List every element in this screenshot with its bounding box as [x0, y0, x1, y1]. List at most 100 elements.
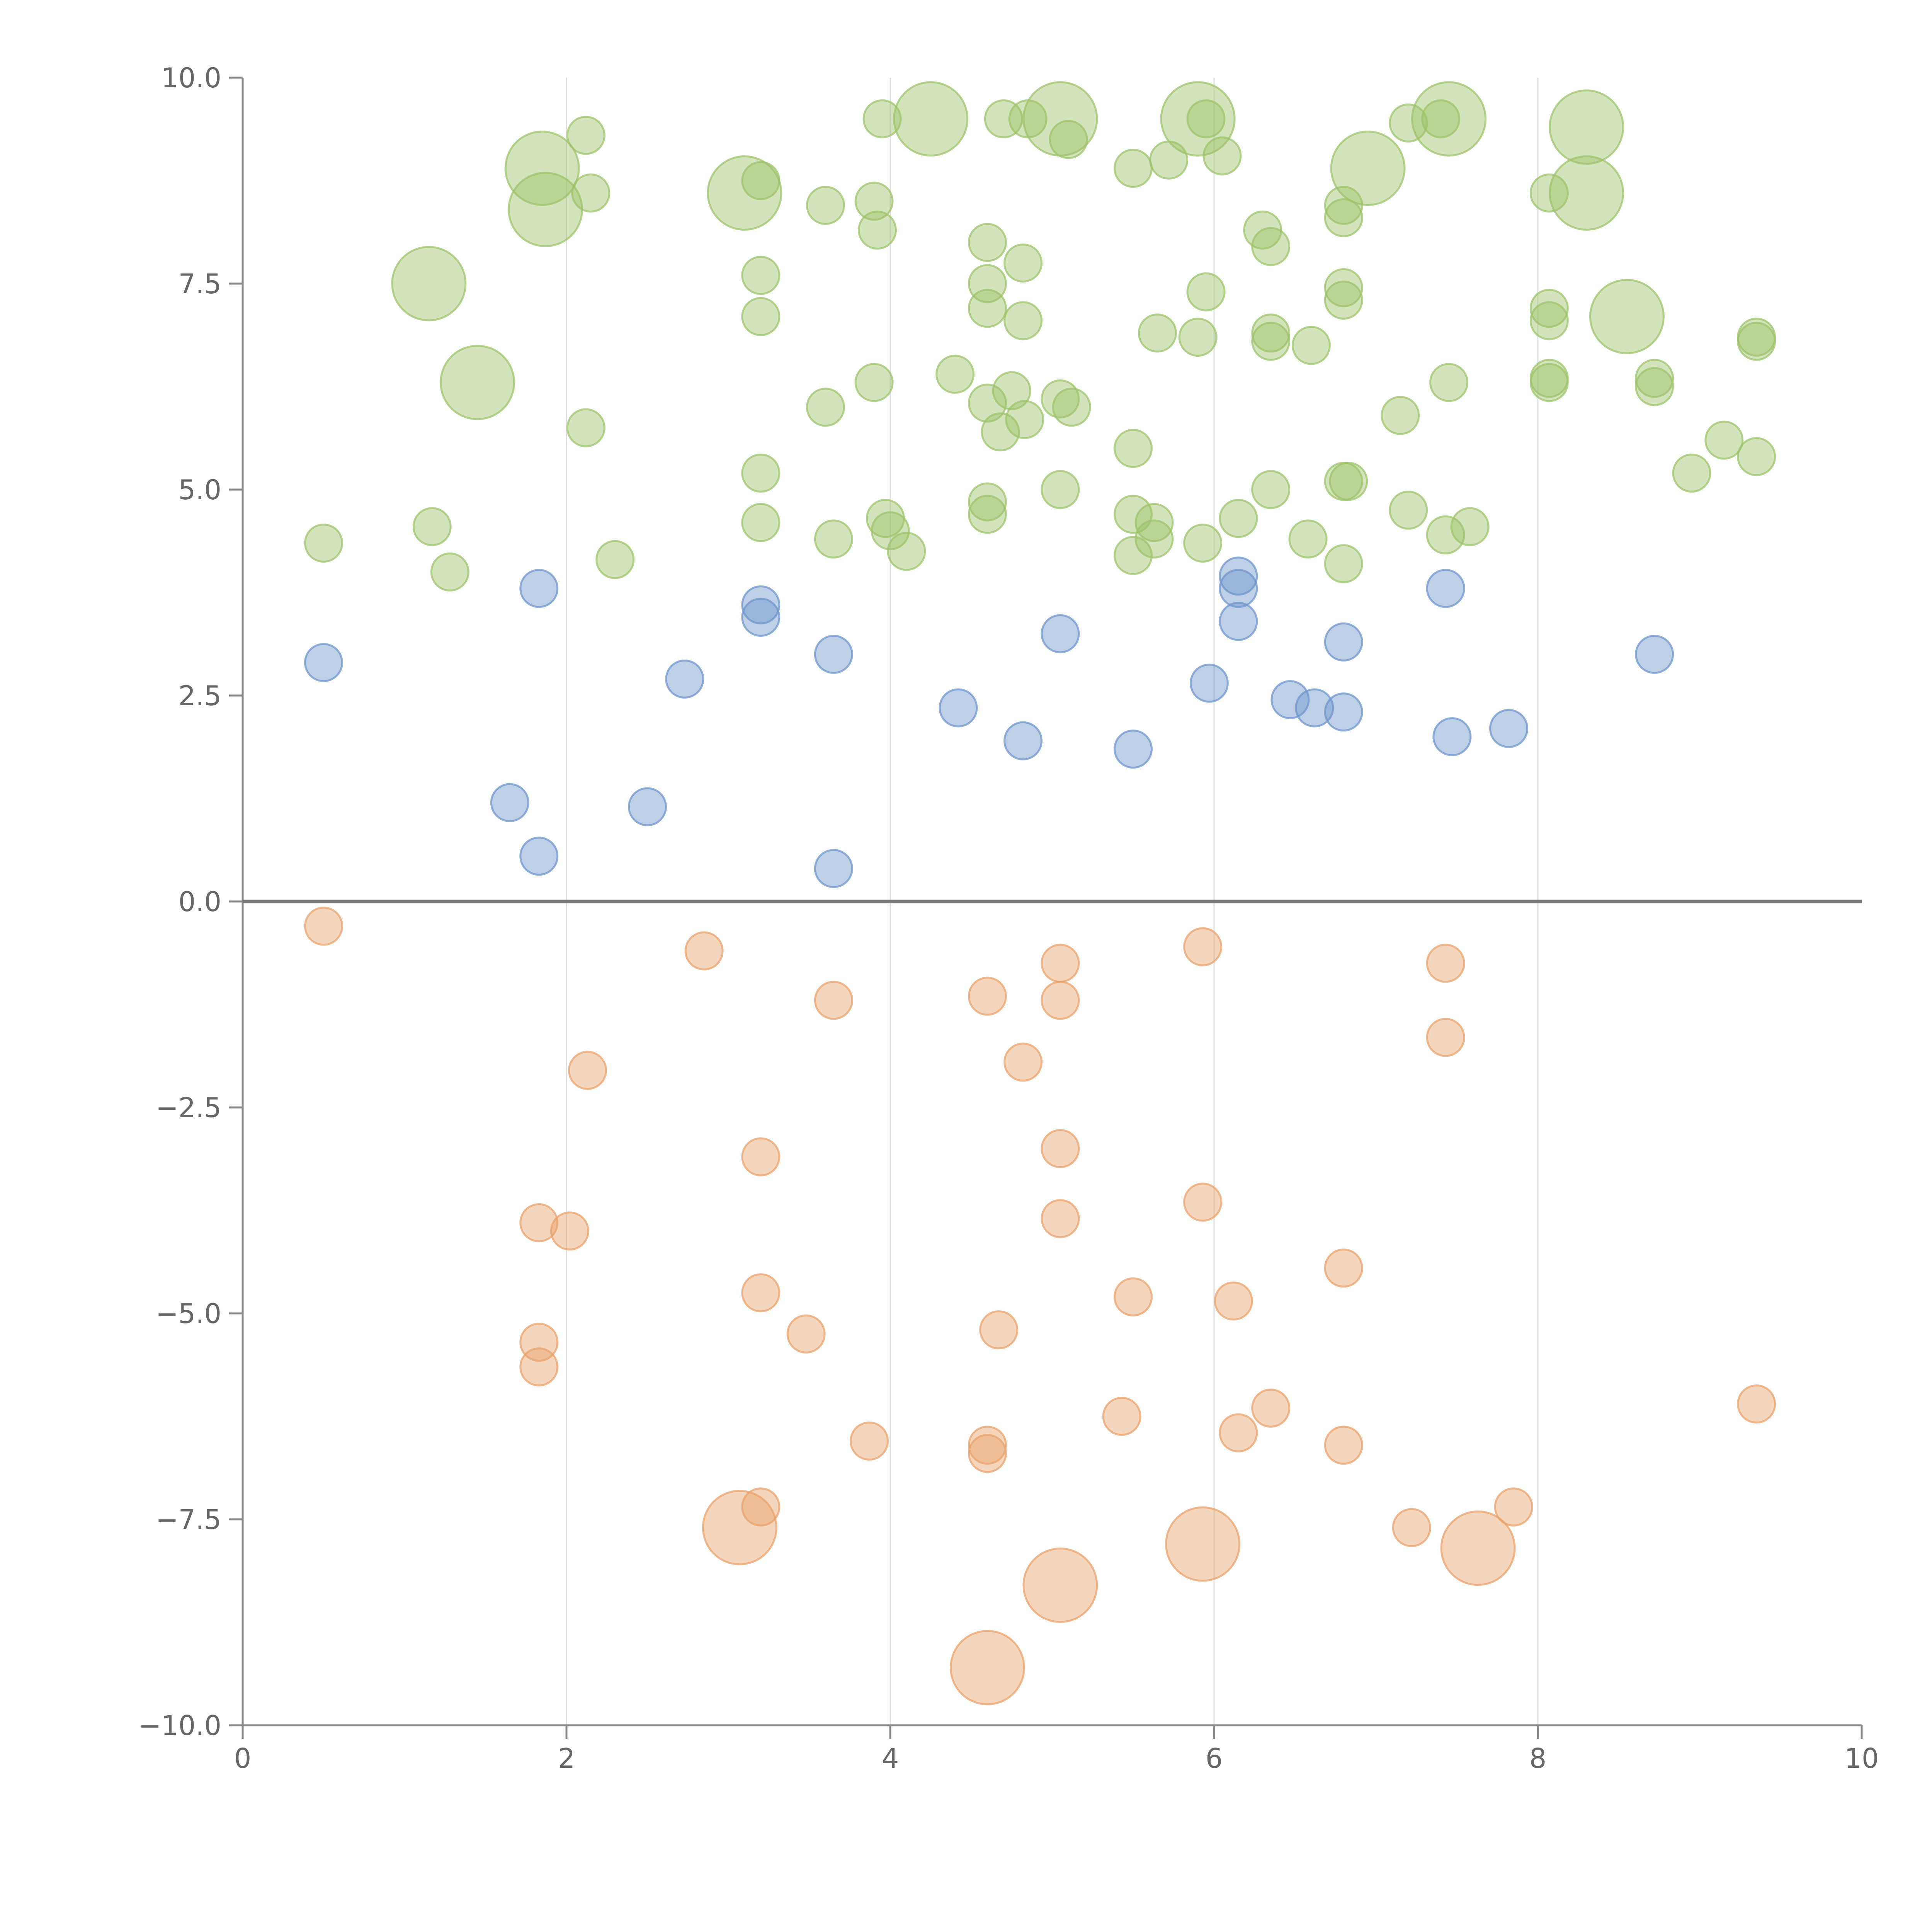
data-point-green	[893, 81, 969, 157]
data-point-orange	[968, 1434, 1007, 1473]
x-tick-label: 0	[234, 1743, 252, 1774]
data-point-green	[1186, 99, 1226, 139]
data-point-green	[741, 453, 781, 493]
data-point-green	[1138, 313, 1177, 353]
data-point-orange	[1392, 1508, 1431, 1547]
data-point-orange	[1041, 944, 1080, 983]
data-point-orange	[968, 976, 1007, 1016]
data-point-green	[1251, 321, 1291, 361]
data-point-blue	[814, 849, 853, 888]
data-point-blue	[741, 597, 781, 637]
data-point-blue	[519, 837, 559, 876]
x-tick-label: 10	[1844, 1743, 1879, 1774]
data-point-orange	[1114, 1277, 1153, 1316]
data-point-green	[1704, 420, 1744, 460]
data-point-green	[741, 503, 781, 542]
data-point-green	[1052, 388, 1091, 427]
y-tick-label: −5.0	[156, 1298, 221, 1330]
data-point-orange	[850, 1421, 889, 1461]
data-point-orange	[1426, 1018, 1465, 1057]
data-point-orange	[684, 931, 724, 971]
data-point-green	[304, 524, 343, 563]
data-point-blue	[741, 585, 781, 624]
data-point-green	[1219, 499, 1258, 538]
data-point-green	[1381, 396, 1420, 435]
data-point-orange	[979, 1310, 1019, 1350]
data-point-orange	[1022, 1548, 1098, 1623]
data-point-green	[1389, 103, 1428, 143]
data-point-green	[1529, 301, 1569, 340]
data-point-green	[566, 408, 605, 447]
data-point-blue	[1432, 717, 1472, 757]
data-point-orange	[1214, 1281, 1253, 1321]
data-point-green	[857, 210, 897, 250]
data-point-green	[1008, 99, 1048, 139]
data-point-orange	[786, 1314, 826, 1354]
y-tick-label: −2.5	[156, 1092, 221, 1124]
data-point-blue	[1295, 688, 1334, 728]
data-point-green	[1149, 140, 1189, 180]
data-point-green	[1737, 321, 1776, 361]
data-point-blue	[665, 659, 704, 699]
data-point-green	[1114, 429, 1153, 468]
data-point-green	[430, 552, 469, 592]
data-point-green	[806, 185, 845, 225]
data-point-orange	[1183, 927, 1223, 966]
data-point-green	[1003, 243, 1043, 283]
data-point-green	[1186, 272, 1226, 311]
data-point-green	[1049, 120, 1088, 159]
data-point-orange	[814, 981, 853, 1020]
data-point-green	[1114, 149, 1153, 188]
data-point-green	[1003, 301, 1043, 340]
data-point-green	[1178, 318, 1218, 357]
data-point-green	[1549, 155, 1624, 231]
data-point-blue	[1003, 721, 1043, 760]
data-point-green	[981, 412, 1020, 452]
data-point-blue	[628, 787, 667, 827]
data-point-green	[968, 289, 1007, 328]
data-point-blue	[1270, 680, 1310, 719]
data-point-green	[1041, 470, 1080, 509]
data-point-green	[1324, 198, 1363, 237]
data-point-green	[968, 383, 1007, 423]
data-point-orange	[1440, 1510, 1516, 1586]
data-point-green	[1737, 437, 1776, 476]
data-point-blue	[1489, 709, 1529, 748]
data-point-orange	[968, 1425, 1007, 1465]
data-point-blue	[1426, 569, 1465, 608]
data-point-green	[391, 246, 467, 321]
data-point-orange	[568, 1051, 607, 1090]
data-point-green	[862, 99, 902, 139]
data-point-orange	[1324, 1248, 1363, 1288]
data-point-green	[992, 371, 1031, 410]
data-point-green	[1202, 136, 1242, 176]
data-point-green	[1421, 99, 1461, 139]
data-point-green	[1183, 524, 1223, 563]
data-point-orange	[741, 1487, 781, 1527]
data-point-blue	[1635, 634, 1674, 674]
data-point-green	[1329, 462, 1368, 501]
data-point-green	[1160, 81, 1236, 157]
data-point-blue	[1324, 622, 1363, 662]
data-point-orange	[1041, 1199, 1080, 1238]
data-point-green	[1429, 363, 1469, 402]
data-point-green	[566, 116, 605, 155]
data-point-orange	[1041, 981, 1080, 1020]
data-point-green	[1324, 544, 1363, 583]
data-point-blue	[1324, 692, 1363, 732]
data-point-orange	[550, 1211, 589, 1251]
data-point-orange	[1102, 1397, 1141, 1436]
data-point-orange	[1426, 944, 1465, 983]
data-point-green	[854, 363, 894, 402]
data-point-orange	[1165, 1506, 1241, 1582]
data-point-orange	[304, 906, 343, 946]
point-layer	[304, 81, 1776, 1706]
y-tick-label: 5.0	[179, 474, 221, 506]
data-point-green	[741, 256, 781, 295]
data-point-orange	[1041, 1129, 1080, 1168]
data-point-green	[1635, 359, 1674, 398]
data-point-blue	[939, 688, 978, 728]
data-point-green	[1251, 227, 1291, 266]
data-point-green	[1324, 268, 1363, 308]
